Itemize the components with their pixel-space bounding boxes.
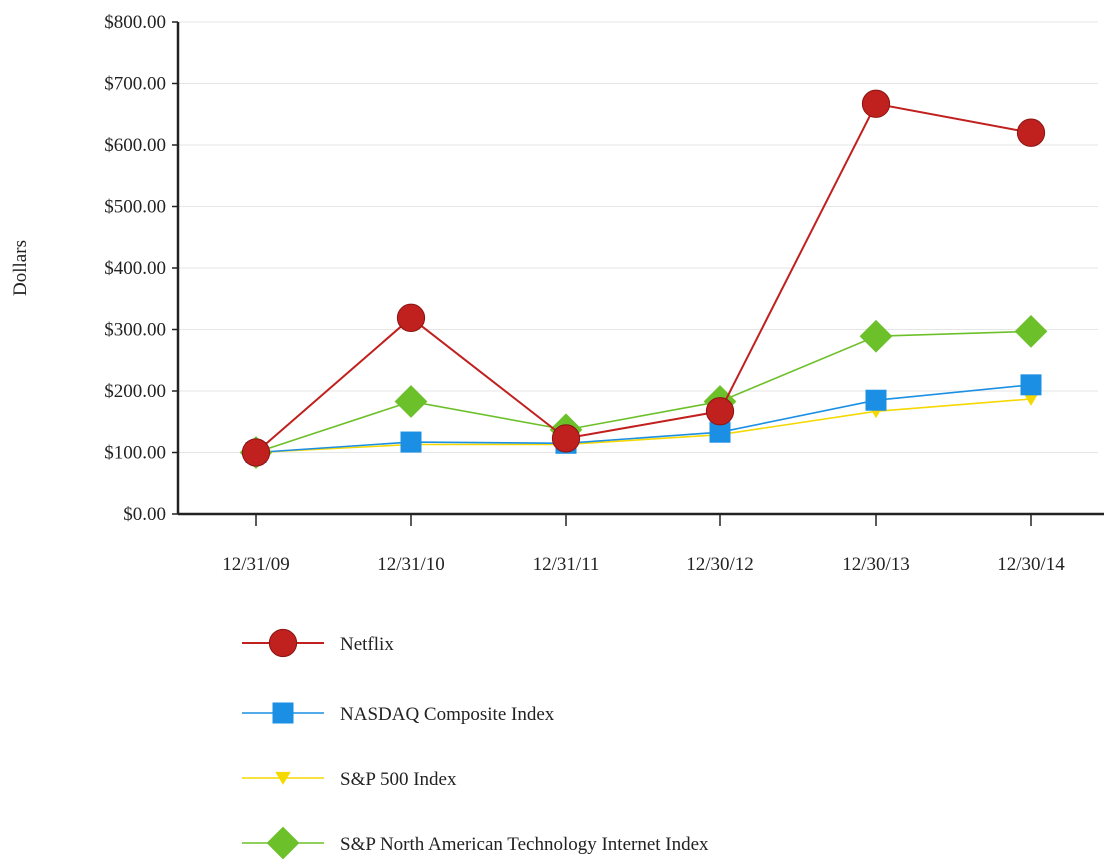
y-tick-label: $700.00 [104, 74, 166, 95]
y-tick-label: $600.00 [104, 135, 166, 156]
y-tick-label: $100.00 [104, 443, 166, 464]
data-point [394, 385, 428, 418]
data-point [705, 397, 735, 426]
legend-item: Netflix [242, 628, 394, 658]
data-point [1023, 392, 1039, 406]
series-netflix [241, 89, 1046, 467]
legend-marker [272, 702, 294, 724]
series-layer [239, 89, 1048, 469]
data-point [859, 319, 893, 353]
data-point [865, 389, 887, 411]
series-line [255, 398, 1032, 454]
legend-item: NASDAQ Composite Index [242, 702, 555, 725]
legend-marker [268, 628, 298, 658]
y-tick-label: $800.00 [104, 12, 166, 33]
legend-marker [275, 771, 291, 785]
series-line [255, 102, 1032, 454]
y-tick-label: $400.00 [104, 258, 166, 279]
x-tick-label: 12/31/10 [377, 554, 445, 575]
x-tick-label: 12/30/13 [842, 554, 910, 575]
y-tick-label: $0.00 [123, 504, 166, 525]
y-tick-label: $200.00 [104, 381, 166, 402]
x-tick-label: 12/30/14 [997, 554, 1065, 575]
x-tick-label: 12/31/11 [533, 554, 600, 575]
series-line [255, 384, 1032, 454]
legend-item: S&P 500 Index [242, 769, 457, 790]
data-point [1016, 118, 1046, 147]
data-point [396, 303, 426, 332]
y-tick-label: $300.00 [104, 320, 166, 341]
data-point [551, 424, 581, 453]
gridlines [178, 21, 1098, 453]
x-tick-label: 12/31/09 [222, 554, 290, 575]
x-tick-label: 12/30/12 [686, 554, 754, 575]
legend-label: NASDAQ Composite Index [340, 704, 555, 725]
legend: Netflix NASDAQ Composite Index S&P 500 Ind… [242, 628, 709, 860]
axes: Dollars $0.00 $100.00 $200.00 $300.00 $400.0… [10, 12, 1104, 575]
data-point [400, 431, 422, 453]
series-line [255, 330, 1032, 454]
y-axis-label: Dollars [10, 240, 31, 296]
data-point [241, 438, 271, 467]
legend-label: S&P North American Technology Internet I… [340, 834, 709, 855]
legend-item: S&P North American Technology Internet I… [242, 826, 709, 860]
data-point [1020, 374, 1042, 396]
legend-marker [266, 826, 300, 860]
data-point [1014, 314, 1048, 348]
data-point [709, 421, 731, 443]
y-tick-label: $500.00 [104, 197, 166, 218]
series-nasdaq-composite-index [245, 374, 1042, 463]
legend-label: Netflix [340, 634, 394, 655]
series-s-p-500-index [248, 392, 1039, 460]
legend-label: S&P 500 Index [340, 769, 457, 790]
data-point [861, 89, 891, 118]
